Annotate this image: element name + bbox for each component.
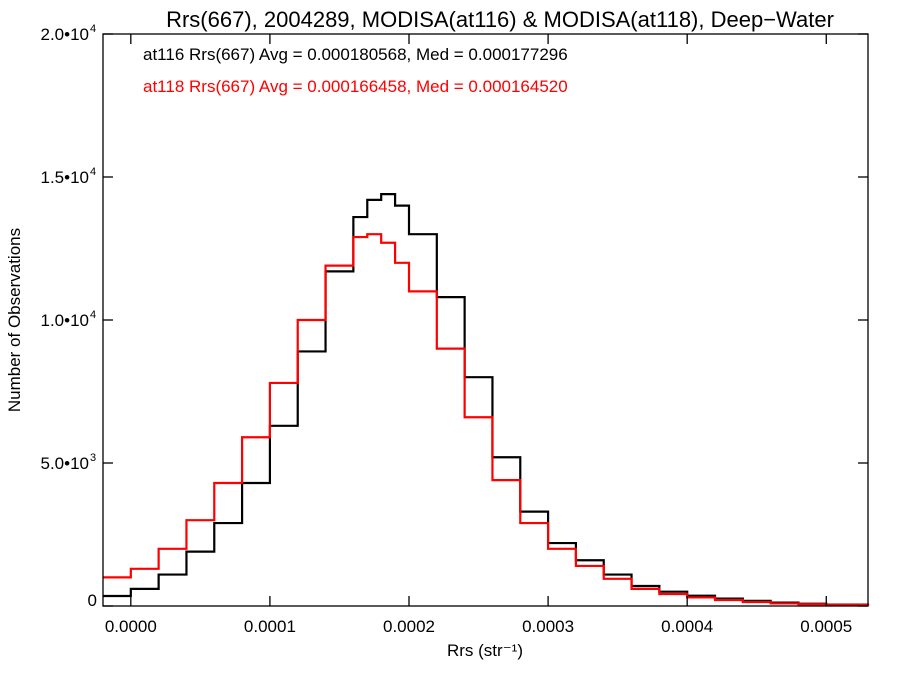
- y-tick-label: 2.0•10: [41, 25, 90, 44]
- y-tick-label: 1.5•10: [41, 168, 90, 187]
- annotation-at116: at116 Rrs(667) Avg = 0.000180568, Med = …: [143, 45, 568, 64]
- x-tick-label: 0.0002: [383, 617, 435, 636]
- y-tick-exponent: 4: [90, 166, 96, 178]
- y-tick-exponent: 3: [90, 452, 96, 464]
- x-tick-label: 0.0003: [522, 617, 574, 636]
- y-tick-exponent: 4: [90, 23, 96, 35]
- y-tick-label: 1.0•10: [41, 311, 90, 330]
- annotation-at118: at118 Rrs(667) Avg = 0.000166458, Med = …: [143, 77, 568, 96]
- y-axis-label: Number of Observations: [5, 228, 24, 412]
- y-tick-label: 0: [88, 591, 97, 610]
- y-tick-exponent: 4: [90, 309, 96, 321]
- x-axis-label: Rrs (str⁻¹): [447, 641, 523, 660]
- x-tick-label: 0.0000: [105, 617, 157, 636]
- series-layer: [103, 193, 870, 606]
- series-line-1: [103, 233, 870, 606]
- chart-title: Rrs(667), 2004289, MODISA(at116) & MODIS…: [166, 7, 834, 32]
- series-line-0: [103, 193, 870, 606]
- plot-frame: [102, 33, 869, 607]
- ticks-layer: 0.0000 0.0001 0.0002 0.0003 0.0004 0.0005 0 5.0…: [41, 23, 868, 636]
- y-tick-label: 5.0•10: [41, 454, 90, 473]
- x-tick-label: 0.0001: [244, 617, 296, 636]
- x-tick-label: 0.0004: [661, 617, 713, 636]
- x-tick-label: 0.0005: [800, 617, 852, 636]
